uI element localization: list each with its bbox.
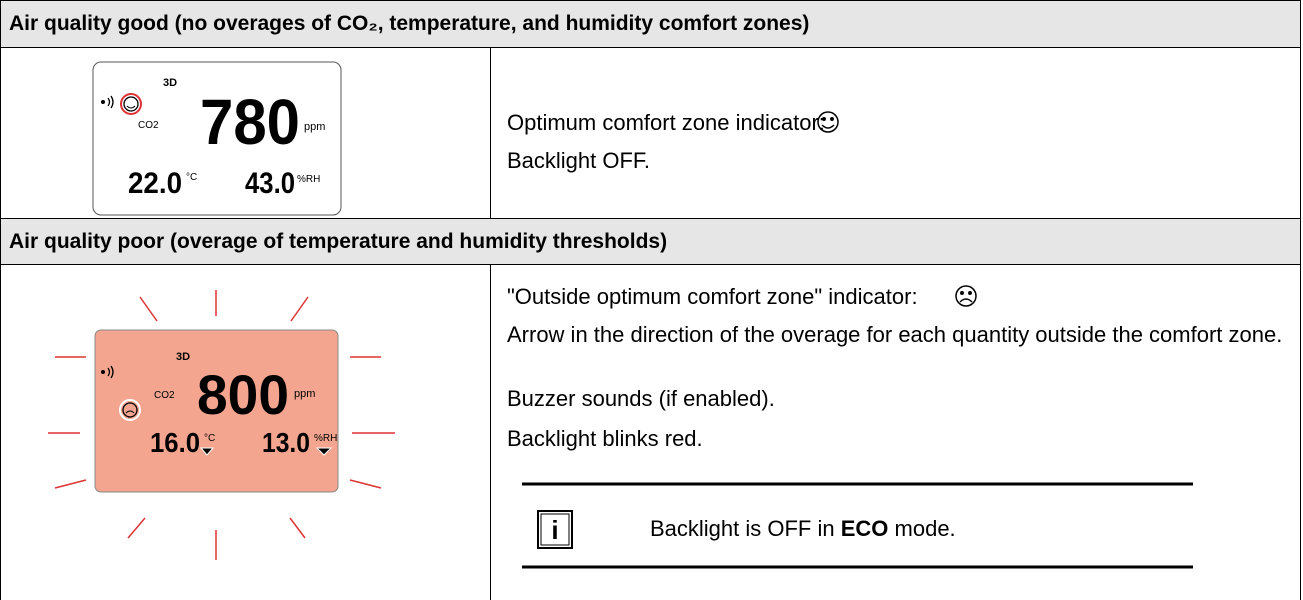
lcd-mode: 3D [176,351,190,363]
lcd-co2: 800 [197,363,289,426]
lcd-unit: %RH [314,433,337,444]
lcd-co2: 780 [200,86,300,158]
lcd-frown [119,399,141,421]
lcd-temperature: 22.0 [128,167,182,200]
signal-icon [101,95,114,109]
overage-arrow [315,447,333,456]
lcd-humidity: 13.0 [262,427,310,458]
signal-icon [101,365,114,379]
note-emphasis: ECO [840,516,889,541]
description-line: Backlight blinks red. [507,426,703,451]
text-cell [490,264,1301,600]
lcd-unit: ppm [304,121,325,133]
lcd-temperature: 16.0 [150,427,200,458]
note-text-part: Backlight is OFF in [650,516,841,541]
info-icon: i [537,510,573,549]
smiley-icon [817,111,839,133]
lcd-label: CO2 [138,120,159,131]
lcd-humidity: 43.0 [245,167,295,200]
overage-arrow [199,447,215,456]
note-text-part: mode. [888,516,956,541]
lcd-unit: °C [204,433,215,444]
frown-icon [955,285,977,307]
description-line: Backlight OFF. [507,148,651,173]
lcd-unit: %RH [297,174,320,185]
description-line: Optimum comfort zone indicator: [507,110,825,135]
description-line: "Outside optimum comfort zone" indicator… [507,284,918,309]
lcd-mode: 3D [163,77,177,89]
description-line: Arrow in the direction of the overage fo… [507,322,1283,347]
lcd-unit: ppm [294,388,315,400]
lcd-frame [92,61,342,216]
lcd-smiley [120,93,142,115]
svg-text:i: i [551,515,558,545]
blink-rays [48,290,395,560]
description-line: Buzzer sounds (if enabled). [507,386,775,411]
lcd-label: CO2 [154,390,175,401]
note-text: Backlight is OFF in ECO mode. [650,516,956,542]
lcd-unit: °C [186,172,197,183]
lcd-frame [94,329,339,493]
section-header: Air quality good (no overages of CO₂, te… [0,0,1301,48]
